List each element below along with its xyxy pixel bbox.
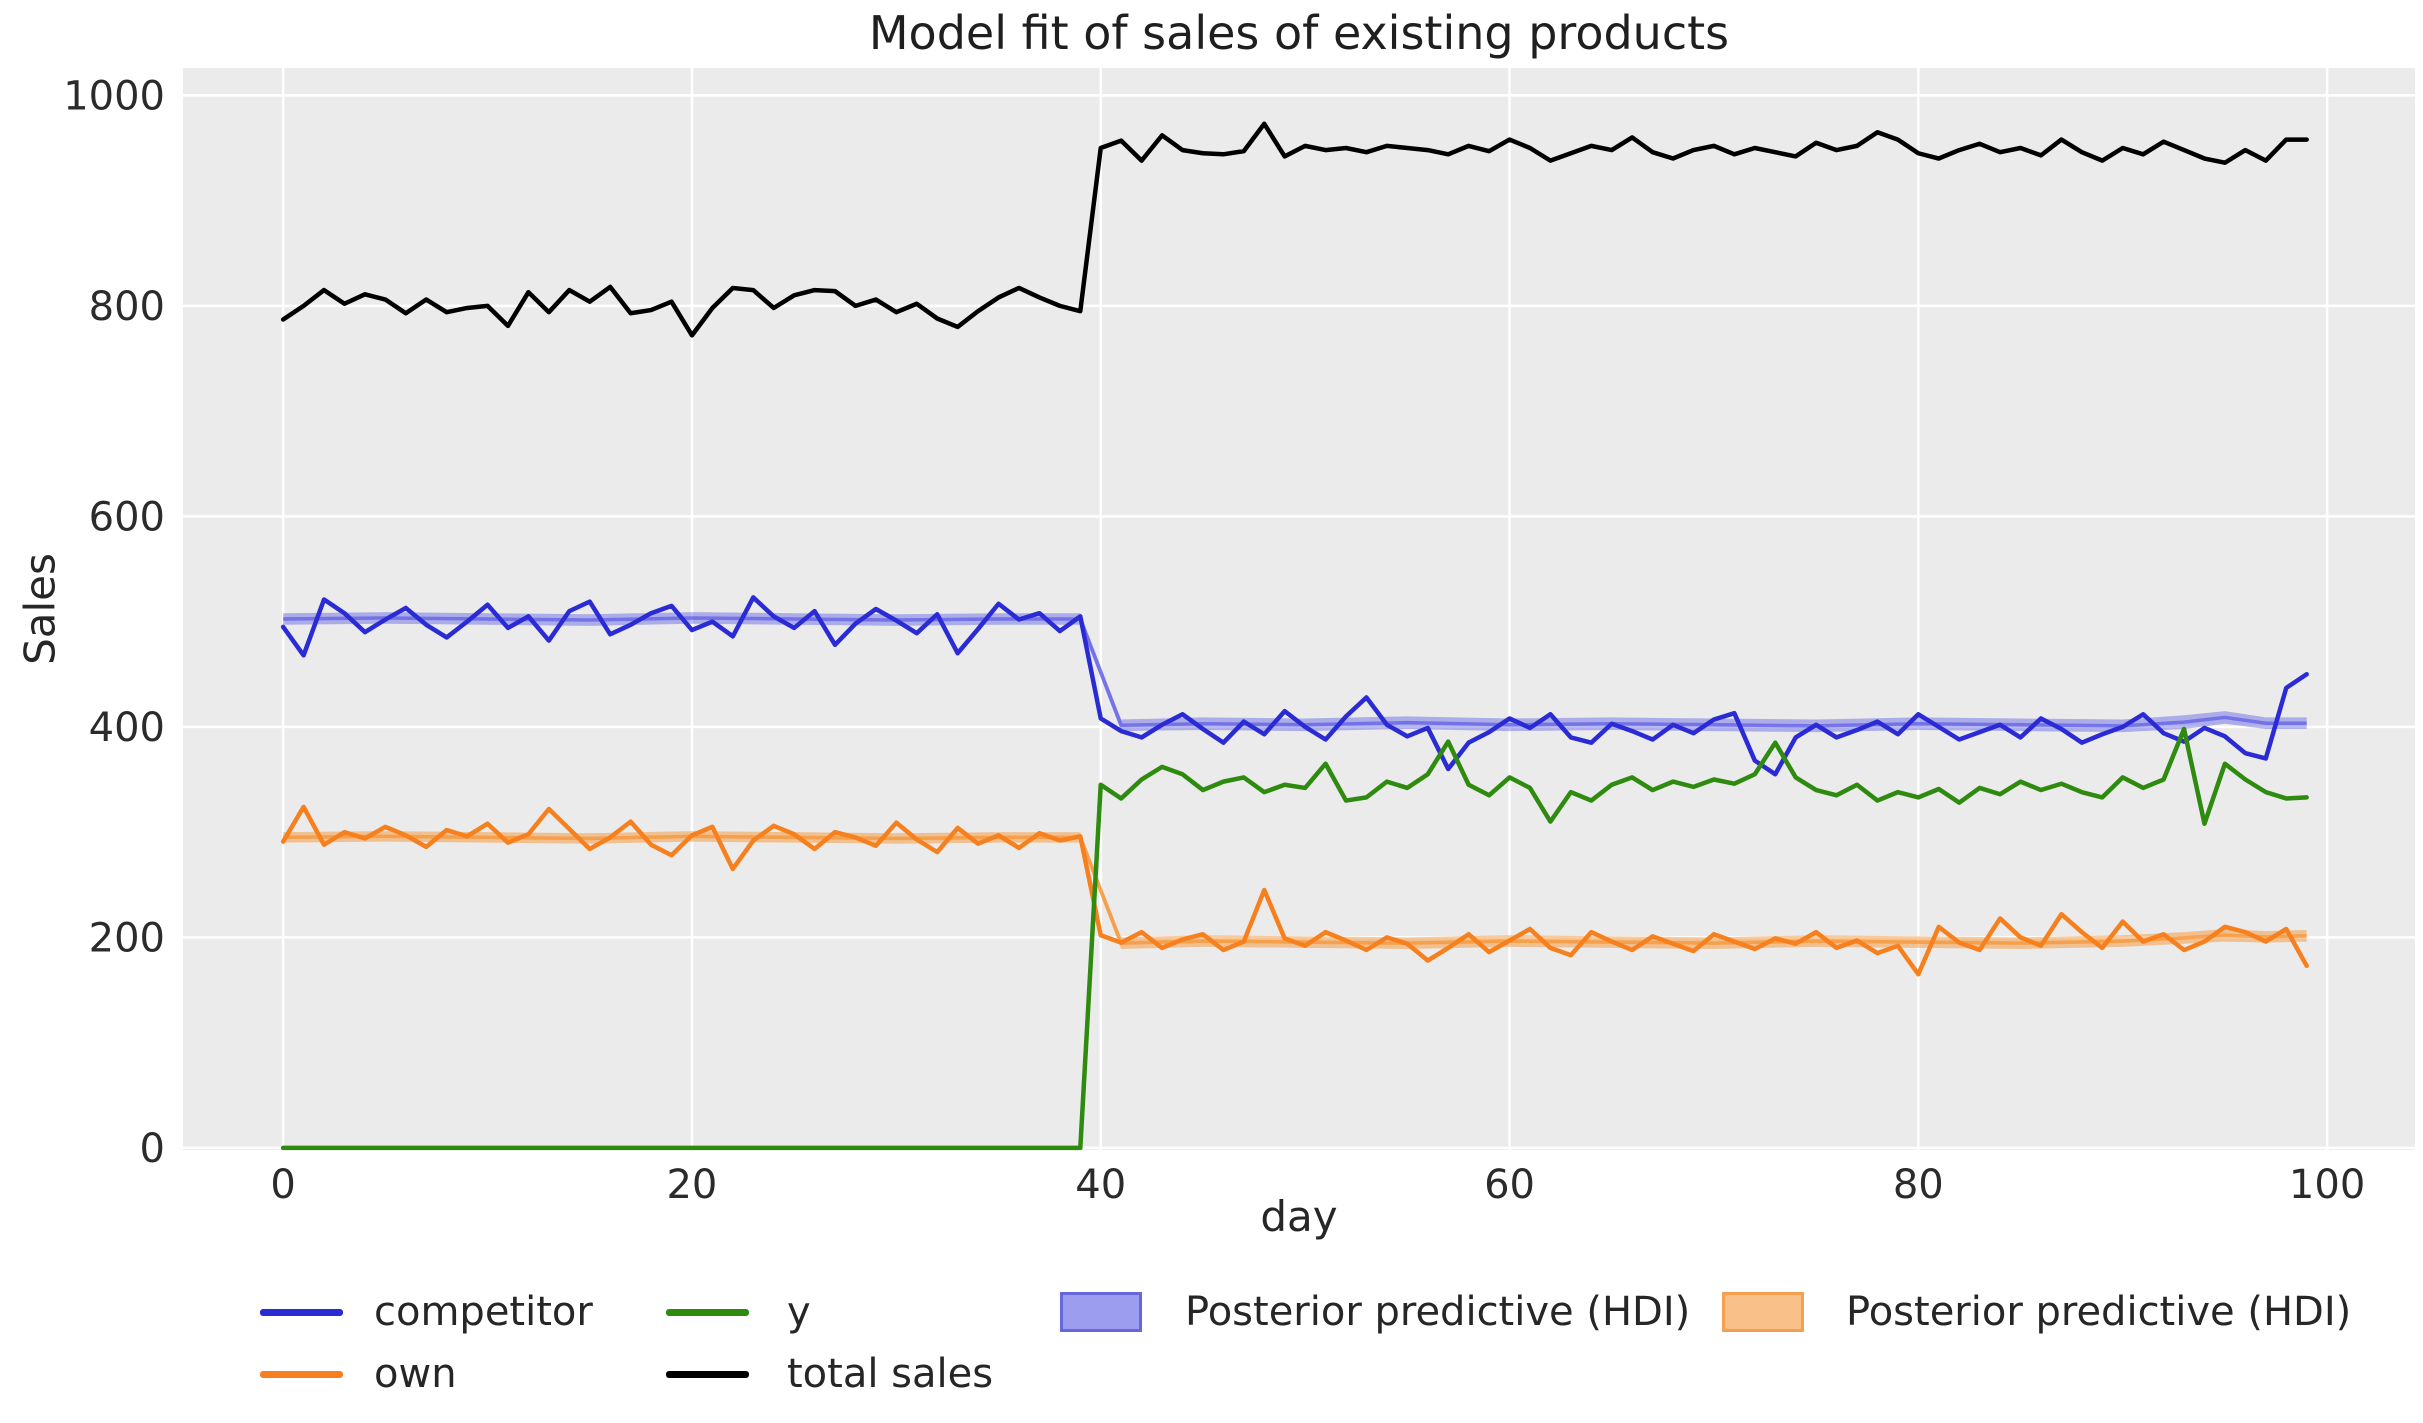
legend-label: total sales (787, 1351, 994, 1397)
x-tick-label: 0 (270, 1162, 295, 1208)
legend-item: y (666, 1285, 993, 1339)
y-tick-label: 400 (89, 705, 165, 751)
y-tick-label: 0 (140, 1126, 165, 1172)
y-tick-label: 600 (89, 494, 165, 540)
legend-label: competitor (374, 1289, 593, 1335)
series-own (280, 804, 2309, 977)
legend-item: total sales (666, 1347, 993, 1401)
y-tick-label: 800 (89, 284, 165, 330)
legend-line-swatch-icon (666, 1370, 749, 1378)
x-tick-label: 100 (2289, 1162, 2365, 1208)
legend-item: competitor (260, 1285, 593, 1339)
series-competitor (280, 595, 2309, 777)
series-total-sales (280, 121, 2309, 338)
hdi-mean-competitor (283, 616, 2307, 728)
legend-line-swatch-icon (260, 1308, 343, 1316)
hdi-band-own (283, 831, 2307, 949)
x-tick-label: 80 (1893, 1162, 1944, 1208)
legend-patch-swatch-icon (1060, 1292, 1142, 1332)
legend-label: Posterior predictive (HDI) (1185, 1289, 1691, 1335)
x-tick-label: 20 (666, 1162, 717, 1208)
hdi-mean-own (283, 834, 2307, 945)
x-tick-label: 60 (1484, 1162, 1535, 1208)
plot-area (183, 68, 2415, 1150)
legend-column: Posterior predictive (HDI) (1060, 1285, 1690, 1339)
x-tick-label: 40 (1075, 1162, 1126, 1208)
series-y (280, 726, 2309, 1151)
legend-label: y (787, 1289, 811, 1335)
x-axis-label: day (1260, 1192, 1338, 1241)
legend-line-swatch-icon (666, 1308, 749, 1316)
legend-column: competitor own (260, 1285, 593, 1401)
legend-item: Posterior predictive (HDI) (1060, 1285, 1690, 1339)
legend-patch-swatch-icon (1722, 1292, 1804, 1332)
y-tick-label: 200 (89, 915, 165, 961)
legend-column: y total sales (666, 1285, 993, 1401)
y-axis-label: Sales (15, 553, 65, 665)
legend-line-swatch-icon (260, 1370, 343, 1378)
legend-column: Posterior predictive (HDI) (1722, 1285, 2351, 1339)
hdi-band-competitor (283, 612, 2307, 733)
y-tick-label: 1000 (63, 73, 165, 119)
legend-item: own (260, 1347, 593, 1401)
legend-label: Posterior predictive (HDI) (1846, 1289, 2352, 1335)
legend-label: own (374, 1351, 457, 1397)
legend-item: Posterior predictive (HDI) (1722, 1285, 2351, 1339)
chart-title: Model fit of sales of existing products (868, 6, 1730, 60)
